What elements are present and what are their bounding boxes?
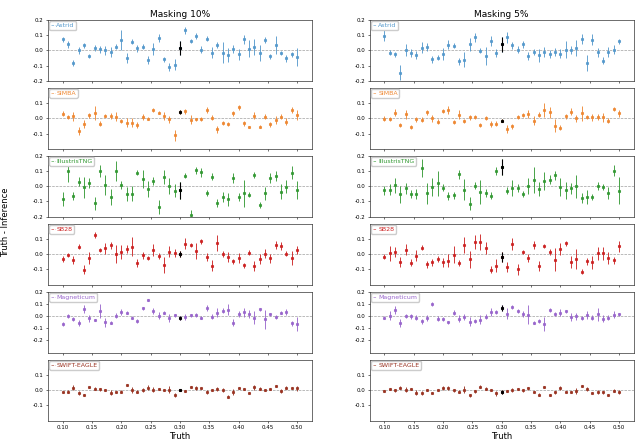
Legend: SB28: SB28	[49, 225, 74, 234]
Legend: IllustrisTNG: IllustrisTNG	[371, 157, 416, 166]
Title: Masking 10%: Masking 10%	[150, 10, 210, 19]
Legend: SIMBA: SIMBA	[371, 89, 399, 98]
Title: Masking 5%: Masking 5%	[474, 10, 529, 19]
Legend: SWIFT-EAGLE: SWIFT-EAGLE	[49, 361, 99, 370]
Legend: IllustrisTNG: IllustrisTNG	[49, 157, 94, 166]
X-axis label: Truth: Truth	[169, 433, 191, 441]
Legend: Astrid: Astrid	[371, 21, 398, 30]
X-axis label: Truth: Truth	[491, 433, 513, 441]
Legend: SWIFT-EAGLE: SWIFT-EAGLE	[371, 361, 421, 370]
Text: Truth - Inference: Truth - Inference	[1, 188, 10, 257]
Legend: Magneticum: Magneticum	[371, 293, 419, 302]
Legend: Astrid: Astrid	[49, 21, 76, 30]
Legend: SIMBA: SIMBA	[49, 89, 77, 98]
Legend: SB28: SB28	[371, 225, 396, 234]
Legend: Magneticum: Magneticum	[49, 293, 97, 302]
